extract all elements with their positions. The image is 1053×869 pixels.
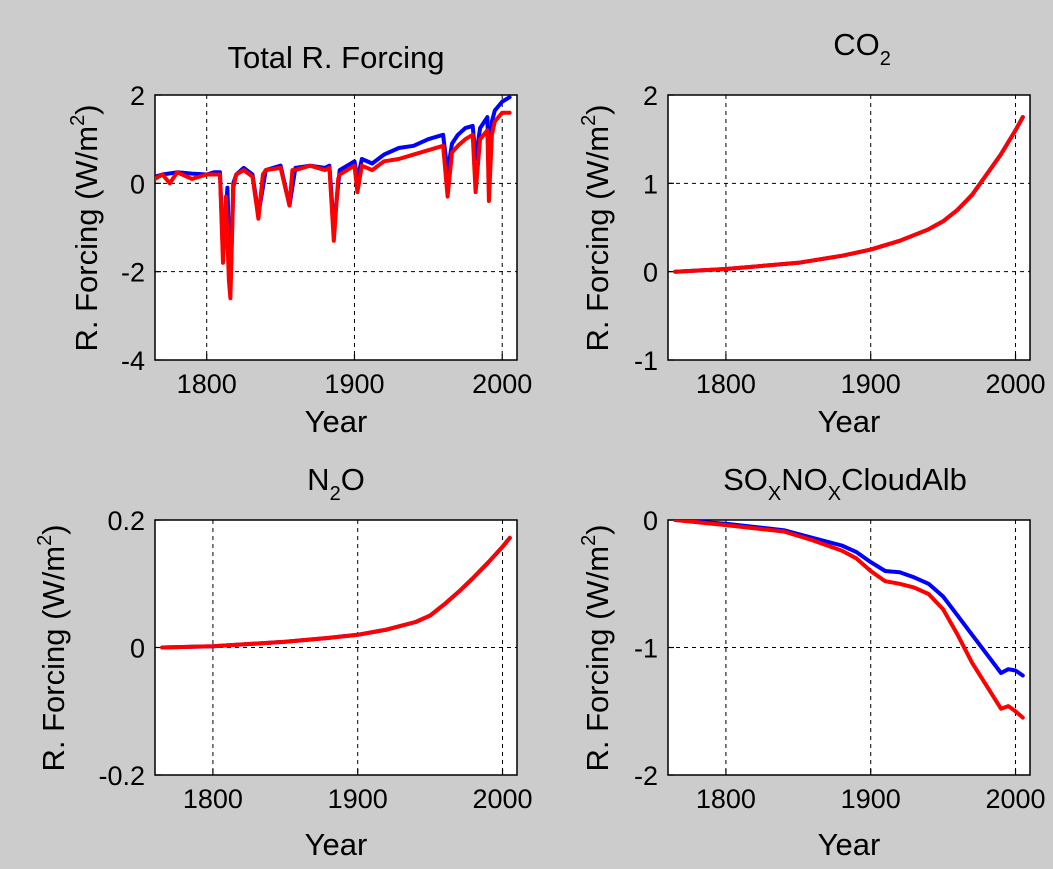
x-axis-label: Year bbox=[305, 404, 368, 439]
x-tick-label: 1900 bbox=[324, 369, 384, 399]
tick-labels: 1800 1900 2000 -4 -2 0 2 bbox=[121, 81, 532, 399]
panel-so2-nox-cloudalb: 1800 1900 2000 -2 -1 0 SOXNOXCloudAlb Year R.… bbox=[578, 462, 1046, 862]
panel-title: N2O bbox=[307, 462, 365, 505]
x-tick-label: 1900 bbox=[328, 784, 388, 814]
grid bbox=[155, 94, 517, 361]
panel-total-forcing: 1800 1900 2000 -4 -2 0 2 Total R. Forcing Year… bbox=[67, 40, 532, 439]
series-group bbox=[160, 535, 512, 650]
x-tick-label: 2000 bbox=[472, 784, 532, 814]
tick-labels: 1800 1900 2000 -2 -1 0 bbox=[634, 506, 1046, 814]
y-tick-label: 0 bbox=[130, 169, 145, 199]
y-tick-label: -1 bbox=[634, 346, 658, 376]
series-group bbox=[155, 95, 512, 301]
x-tick-label: 2000 bbox=[985, 784, 1045, 814]
x-tick-label: 1900 bbox=[841, 784, 901, 814]
x-tick-label: 1800 bbox=[183, 784, 243, 814]
plot-area bbox=[667, 94, 1031, 361]
y-tick-label: -4 bbox=[121, 346, 145, 376]
series-group bbox=[673, 115, 1025, 274]
y-axis-label: R. Forcing (W/m2) bbox=[578, 524, 615, 771]
x-tick-label: 1800 bbox=[696, 369, 756, 399]
series-line-red bbox=[673, 115, 1025, 274]
series-line-red bbox=[160, 535, 512, 650]
x-tick-label: 1800 bbox=[696, 784, 756, 814]
series-line-red bbox=[155, 110, 512, 301]
x-tick-label: 2000 bbox=[985, 369, 1045, 399]
panel-co2: 1800 1900 2000 -1 0 1 2 CO2 Year R. Forcing (W… bbox=[578, 27, 1046, 439]
series-group bbox=[673, 520, 1025, 720]
series-line-blue bbox=[673, 520, 1025, 678]
tick-labels: 1800 1900 2000 -0.2 0 0.2 bbox=[98, 506, 532, 814]
x-axis-label: Year bbox=[818, 827, 881, 862]
y-tick-label: 1 bbox=[643, 169, 658, 199]
y-tick-label: 0.2 bbox=[107, 506, 145, 536]
x-tick-label: 1800 bbox=[177, 369, 237, 399]
panel-title: SOXNOXCloudAlb bbox=[723, 462, 967, 505]
y-tick-label: -2 bbox=[634, 761, 658, 791]
y-tick-label: 0 bbox=[130, 634, 145, 664]
tick-labels: 1800 1900 2000 -1 0 1 2 bbox=[634, 81, 1046, 399]
panel-title: Total R. Forcing bbox=[227, 40, 444, 75]
panel-n2o: 1800 1900 2000 -0.2 0 0.2 N2O Year R. Forcing… bbox=[34, 462, 533, 862]
plot-area bbox=[667, 519, 1031, 776]
y-tick-label: 2 bbox=[130, 81, 145, 111]
y-tick-label: -0.2 bbox=[98, 761, 145, 791]
y-tick-label: -1 bbox=[634, 634, 658, 664]
panel-title: CO2 bbox=[833, 27, 891, 70]
x-tick-label: 1900 bbox=[841, 369, 901, 399]
x-tick-label: 2000 bbox=[472, 369, 532, 399]
y-axis-label: R. Forcing (W/m2) bbox=[34, 524, 71, 771]
y-tick-label: -2 bbox=[121, 258, 145, 288]
series-line-red bbox=[673, 520, 1025, 720]
x-axis-label: Year bbox=[818, 404, 881, 439]
y-tick-label: 2 bbox=[643, 81, 658, 111]
y-tick-label: 0 bbox=[643, 258, 658, 288]
x-axis-label: Year bbox=[305, 827, 368, 862]
grid bbox=[155, 519, 517, 776]
grid bbox=[668, 94, 1030, 361]
y-axis-label: R. Forcing (W/m2) bbox=[67, 104, 104, 351]
y-tick-label: 0 bbox=[643, 506, 658, 536]
y-axis-label: R. Forcing (W/m2) bbox=[578, 104, 615, 351]
